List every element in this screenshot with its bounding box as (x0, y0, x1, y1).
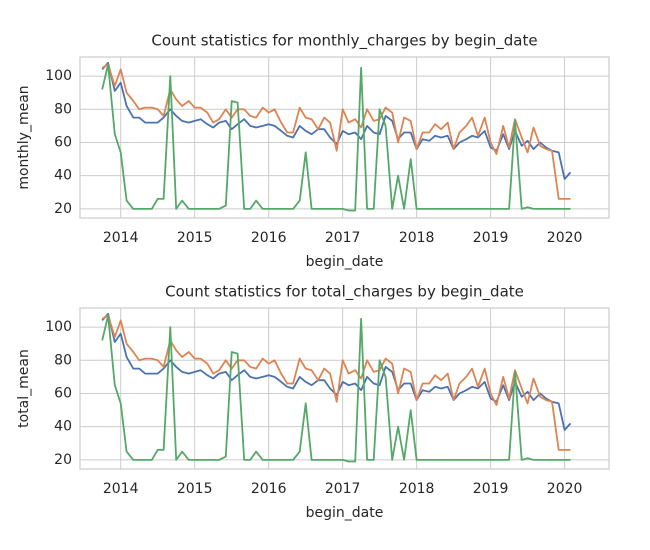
data-line (101, 314, 571, 451)
y-tick-label: 60 (54, 385, 72, 401)
x-tick-label: 2014 (103, 481, 139, 497)
data-line (101, 312, 572, 431)
y-tick-label: 60 (54, 134, 72, 150)
x-tick-label: 2020 (547, 230, 583, 246)
data-line (101, 63, 571, 212)
axes-frame (79, 56, 610, 219)
x-tick-label: 2018 (399, 230, 435, 246)
axes-frame (79, 307, 610, 470)
data-line (101, 314, 571, 463)
y-tick-label: 40 (54, 168, 72, 184)
y-tick-label: 20 (54, 201, 72, 217)
y-tick-label: 40 (54, 419, 72, 435)
x-tick-label: 2015 (177, 230, 213, 246)
x-tick-label: 2016 (251, 230, 287, 246)
y-axis-label: monthly_mean (16, 85, 32, 189)
y-axis-label: total_mean (16, 349, 32, 428)
x-tick-label: 2019 (473, 230, 509, 246)
x-axis-label: begin_date (306, 254, 384, 270)
x-axis-label: begin_date (306, 505, 384, 521)
chart-title: Count statistics for monthly_charges by … (151, 32, 537, 51)
chart-title: Count statistics for total_charges by be… (165, 283, 524, 302)
y-tick-label: 100 (45, 319, 72, 335)
data-line (101, 61, 572, 180)
x-tick-label: 2014 (103, 230, 139, 246)
x-tick-label: 2016 (251, 481, 287, 497)
y-tick-label: 20 (54, 452, 72, 468)
x-tick-label: 2015 (177, 481, 213, 497)
x-tick-label: 2017 (325, 230, 361, 246)
y-tick-label: 80 (54, 101, 72, 117)
y-tick-label: 100 (45, 68, 72, 84)
y-tick-label: 80 (54, 352, 72, 368)
x-tick-label: 2020 (547, 481, 583, 497)
x-tick-label: 2017 (325, 481, 361, 497)
x-tick-label: 2018 (399, 481, 435, 497)
data-line (101, 63, 571, 200)
x-tick-label: 2019 (473, 481, 509, 497)
